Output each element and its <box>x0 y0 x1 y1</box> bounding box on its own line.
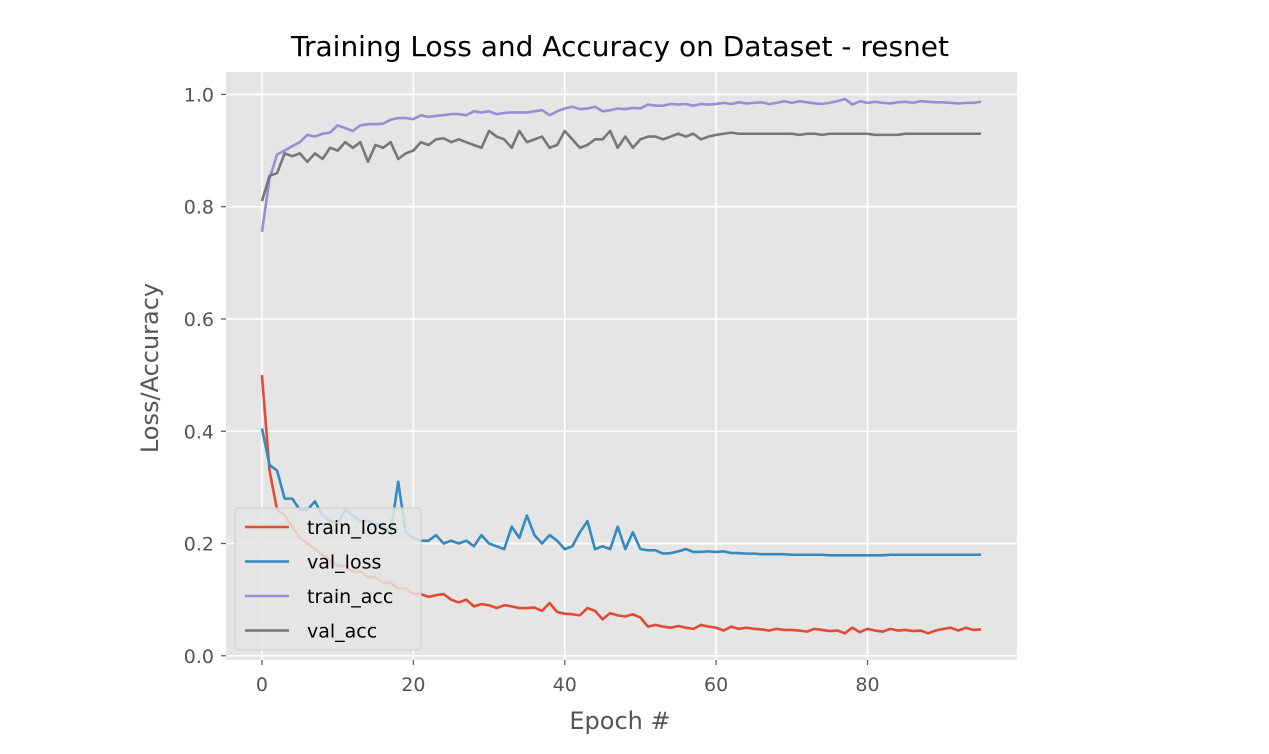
y-tick-label: 0.0 <box>184 646 214 668</box>
x-tick-label: 20 <box>401 674 425 696</box>
series-line-val-acc <box>260 129 982 202</box>
x-tick-label: 40 <box>553 674 577 696</box>
legend: train_loss val_loss train_acc val_acc <box>234 507 422 651</box>
legend-label: train_loss <box>307 517 397 539</box>
y-tick-label: 0.2 <box>184 534 214 556</box>
legend-label: val_loss <box>307 552 381 574</box>
ticks: 0 20 40 60 80 0.0 0.2 0.4 0.6 0.8 1.0 <box>184 84 880 696</box>
x-tick-label: 60 <box>704 674 728 696</box>
legend-label: val_acc <box>307 621 377 643</box>
x-axis-label: Epoch # <box>569 707 670 735</box>
y-tick-label: 0.6 <box>184 309 214 331</box>
y-tick-label: 1.0 <box>184 84 214 106</box>
x-tick-label: 80 <box>855 674 879 696</box>
legend-label: train_acc <box>307 586 393 608</box>
x-tick-label: 0 <box>256 674 268 696</box>
grid <box>226 72 1017 660</box>
y-tick-label: 0.8 <box>184 197 214 219</box>
y-tick-label: 0.4 <box>184 421 214 443</box>
series-line-train-acc <box>260 97 982 233</box>
legend-box <box>234 507 422 651</box>
y-axis-label: Loss/Accuracy <box>136 283 164 453</box>
chart-title: Training Loss and Accuracy on Dataset - … <box>290 30 949 63</box>
